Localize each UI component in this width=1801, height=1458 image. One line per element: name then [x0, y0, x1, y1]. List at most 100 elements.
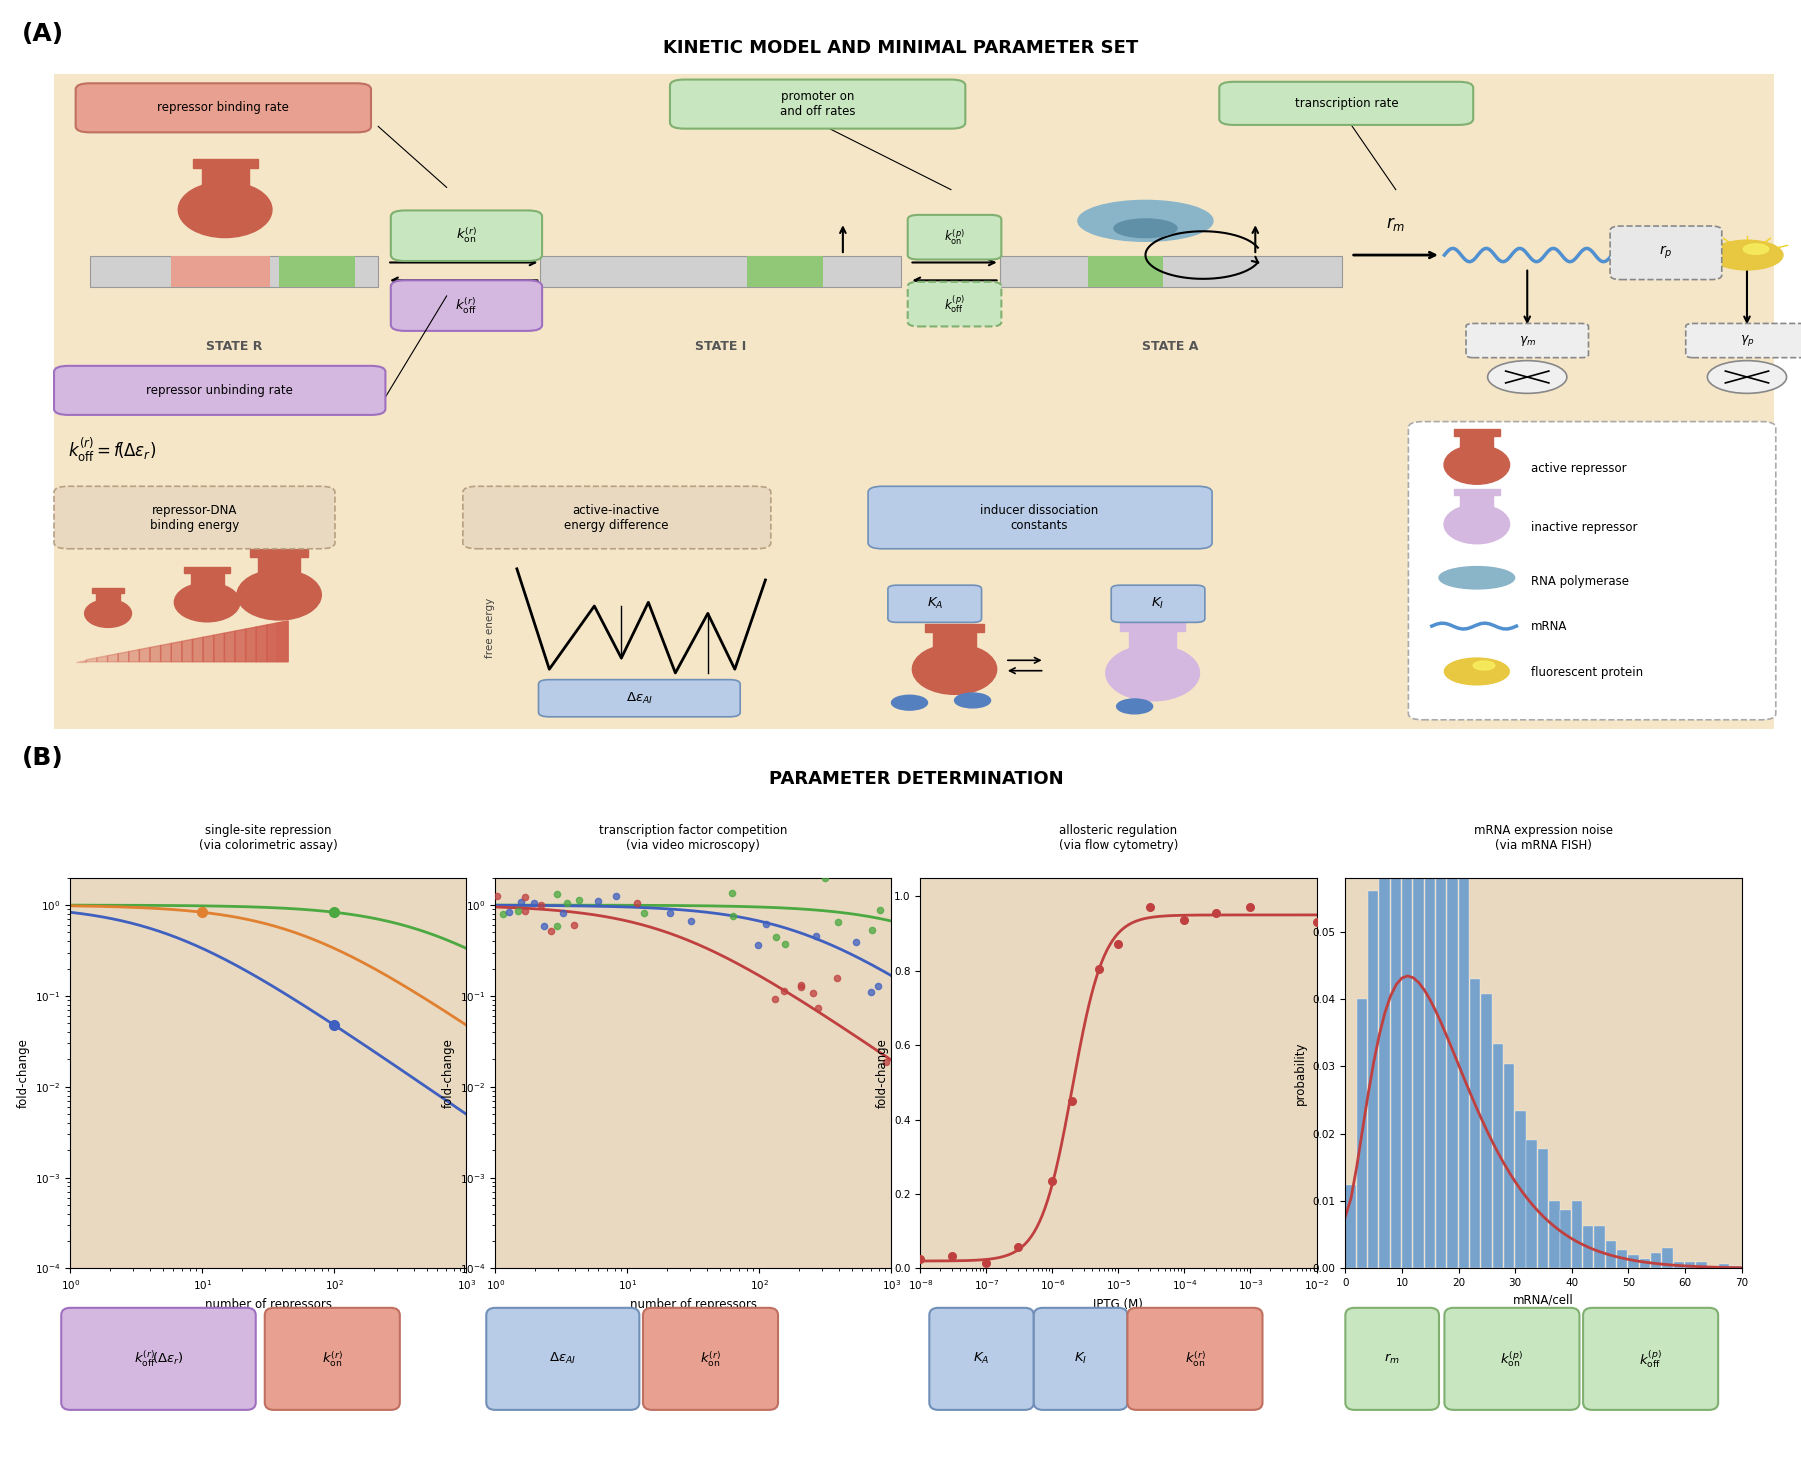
Bar: [1652, 1252, 1661, 1268]
Bar: [1697, 1261, 1707, 1268]
Bar: [250, 550, 308, 557]
Ellipse shape: [178, 182, 272, 238]
Bar: [1639, 1260, 1650, 1268]
Polygon shape: [214, 633, 225, 662]
FancyBboxPatch shape: [670, 80, 965, 128]
Polygon shape: [277, 621, 288, 662]
Ellipse shape: [85, 599, 131, 627]
Bar: [1572, 1201, 1581, 1268]
X-axis label: IPTG (M): IPTG (M): [1093, 1298, 1144, 1311]
Text: $k_{\rm off}^{(r)}$: $k_{\rm off}^{(r)}$: [456, 296, 477, 316]
Bar: [1560, 1210, 1570, 1268]
Bar: [1448, 790, 1457, 1268]
Circle shape: [1117, 698, 1153, 714]
Bar: [1480, 994, 1491, 1268]
Bar: [1461, 493, 1493, 510]
Polygon shape: [256, 625, 267, 662]
FancyBboxPatch shape: [1219, 82, 1473, 125]
X-axis label: mRNA/cell: mRNA/cell: [1513, 1293, 1574, 1306]
Bar: [1369, 891, 1378, 1268]
Circle shape: [891, 695, 928, 710]
X-axis label: number of repressors: number of repressors: [630, 1298, 756, 1311]
Text: $r_m$: $r_m$: [1387, 214, 1405, 233]
Bar: [1515, 1111, 1525, 1268]
Bar: [933, 628, 976, 650]
FancyBboxPatch shape: [1686, 324, 1801, 357]
Bar: [1617, 1251, 1628, 1268]
Text: $k_{\rm on}^{(r)}$: $k_{\rm on}^{(r)}$: [322, 1349, 342, 1369]
Text: PARAMETER DETERMINATION: PARAMETER DETERMINATION: [769, 770, 1064, 787]
Circle shape: [1444, 658, 1509, 685]
FancyBboxPatch shape: [463, 487, 771, 548]
Y-axis label: probability: probability: [1295, 1041, 1308, 1105]
Polygon shape: [76, 659, 86, 662]
Bar: [1120, 623, 1185, 631]
Ellipse shape: [1439, 567, 1515, 589]
Bar: [193, 159, 258, 168]
Polygon shape: [139, 647, 149, 662]
Bar: [1504, 1064, 1515, 1268]
Text: fluorescent protein: fluorescent protein: [1531, 666, 1643, 679]
Bar: [1718, 1264, 1729, 1268]
Polygon shape: [86, 658, 97, 662]
FancyBboxPatch shape: [888, 585, 982, 623]
Bar: [1459, 840, 1470, 1268]
Polygon shape: [108, 653, 119, 662]
Bar: [1628, 1255, 1639, 1268]
Circle shape: [1473, 660, 1495, 671]
Polygon shape: [160, 643, 171, 662]
Text: $\Delta\varepsilon_{AI}$: $\Delta\varepsilon_{AI}$: [549, 1352, 576, 1366]
Polygon shape: [204, 636, 214, 662]
Ellipse shape: [913, 644, 996, 694]
Ellipse shape: [1077, 200, 1214, 241]
Polygon shape: [171, 642, 182, 662]
Bar: [1606, 1242, 1615, 1268]
Text: STATE R: STATE R: [205, 340, 263, 353]
Text: $k_{\rm off}^{(p)}$: $k_{\rm off}^{(p)}$: [1639, 1349, 1662, 1369]
Bar: [1401, 725, 1412, 1268]
Y-axis label: fold-change: fold-change: [16, 1038, 29, 1108]
Text: $r_p$: $r_p$: [1659, 243, 1673, 261]
Text: RNA polymerase: RNA polymerase: [1531, 574, 1628, 588]
Text: $\gamma_m$: $\gamma_m$: [1518, 334, 1536, 347]
Bar: [171, 255, 270, 287]
Circle shape: [1488, 360, 1567, 394]
Bar: [1088, 255, 1163, 287]
Bar: [97, 590, 119, 604]
Text: $k_{\rm off}^{(r)} = f\!\left(\Delta\varepsilon_r\right)$: $k_{\rm off}^{(r)} = f\!\left(\Delta\var…: [68, 436, 157, 464]
Y-axis label: fold-change: fold-change: [441, 1038, 454, 1108]
X-axis label: number of repressors: number of repressors: [205, 1298, 331, 1311]
FancyBboxPatch shape: [76, 83, 371, 133]
Text: $k_{\rm off}^{(p)}$: $k_{\rm off}^{(p)}$: [944, 293, 965, 315]
FancyBboxPatch shape: [54, 487, 335, 548]
Text: $k_{\rm on}^{(r)}$: $k_{\rm on}^{(r)}$: [701, 1349, 720, 1369]
FancyBboxPatch shape: [908, 214, 1001, 260]
FancyBboxPatch shape: [391, 280, 542, 331]
Bar: [202, 165, 249, 190]
Bar: [92, 588, 124, 592]
Bar: [1594, 1226, 1605, 1268]
Text: promoter on
and off rates: promoter on and off rates: [780, 90, 855, 118]
Polygon shape: [267, 623, 277, 662]
FancyBboxPatch shape: [868, 487, 1212, 548]
Polygon shape: [225, 631, 234, 662]
Polygon shape: [234, 628, 245, 662]
Text: STATE I: STATE I: [695, 340, 746, 353]
Bar: [1435, 795, 1446, 1268]
Bar: [1345, 1185, 1356, 1268]
Y-axis label: fold-change: fold-change: [875, 1038, 888, 1108]
Circle shape: [1707, 360, 1787, 394]
Bar: [90, 255, 378, 287]
Bar: [1425, 728, 1435, 1268]
Bar: [747, 255, 823, 287]
Circle shape: [1711, 241, 1783, 270]
Text: $k_{\rm off}^{(r)}\!\left(\Delta\varepsilon_r\right)$: $k_{\rm off}^{(r)}\!\left(\Delta\varepsi…: [133, 1349, 184, 1369]
Polygon shape: [149, 646, 160, 662]
Bar: [1414, 666, 1423, 1268]
Bar: [1470, 978, 1480, 1268]
Text: (A): (A): [22, 22, 63, 47]
FancyBboxPatch shape: [54, 74, 1774, 729]
Text: $k_{\rm on}^{(p)}$: $k_{\rm on}^{(p)}$: [1500, 1349, 1524, 1369]
Ellipse shape: [1444, 504, 1509, 544]
Ellipse shape: [1113, 219, 1178, 238]
